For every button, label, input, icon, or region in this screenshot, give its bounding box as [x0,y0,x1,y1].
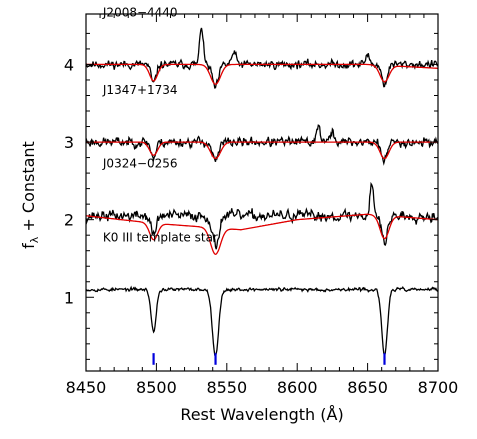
spectrum-labels: J2008−4440 J1347+1734 J0324−0256 K0 III tem… [102,5,218,244]
y-tick-label-4: 4 [64,55,74,74]
x-tick-labels: 8450 8500 8550 8600 8650 8700 [66,378,459,397]
spectrum-line-0 [85,27,439,89]
model-fit-line-1 [86,141,438,160]
svg-text:fλ + Constant: fλ + Constant [19,141,41,249]
x-axis-title: Rest Wavelength (Å) [180,405,343,424]
spectrum-line-3 [85,285,439,359]
data-layer [85,27,439,365]
y-axis-title-subscript: λ [28,236,41,243]
spectrum-label-3: K0 III template star [103,230,218,244]
y-axis-title-f: f [19,243,38,249]
spectrum-line-1 [85,124,439,166]
y-axis-title-rest: + Constant [19,141,38,237]
spectrum-label-1: J1347+1734 [102,83,178,97]
model-fit-line-2 [85,213,439,255]
x-tick-label-8550: 8550 [206,378,247,397]
spectrum-label-0: J2008−4440 [102,5,178,19]
spectrum-line-2 [85,181,439,250]
y-tick-labels: 1 2 3 4 [64,55,74,307]
x-tick-label-8600: 8600 [277,378,318,397]
y-tick-label-2: 2 [64,211,74,230]
x-tick-label-8450: 8450 [66,378,107,397]
spectrum-label-2: J0324−0256 [102,157,178,171]
x-tick-label-8650: 8650 [347,378,388,397]
model-fit-line-0 [86,63,438,85]
ticks-layer [85,14,439,371]
x-tick-label-8700: 8700 [418,378,459,397]
y-tick-label-3: 3 [64,133,74,152]
plot-frame [85,13,439,372]
y-axis-title: fλ + Constant [19,141,41,249]
x-tick-label-8500: 8500 [136,378,177,397]
y-tick-label-1: 1 [64,288,74,307]
